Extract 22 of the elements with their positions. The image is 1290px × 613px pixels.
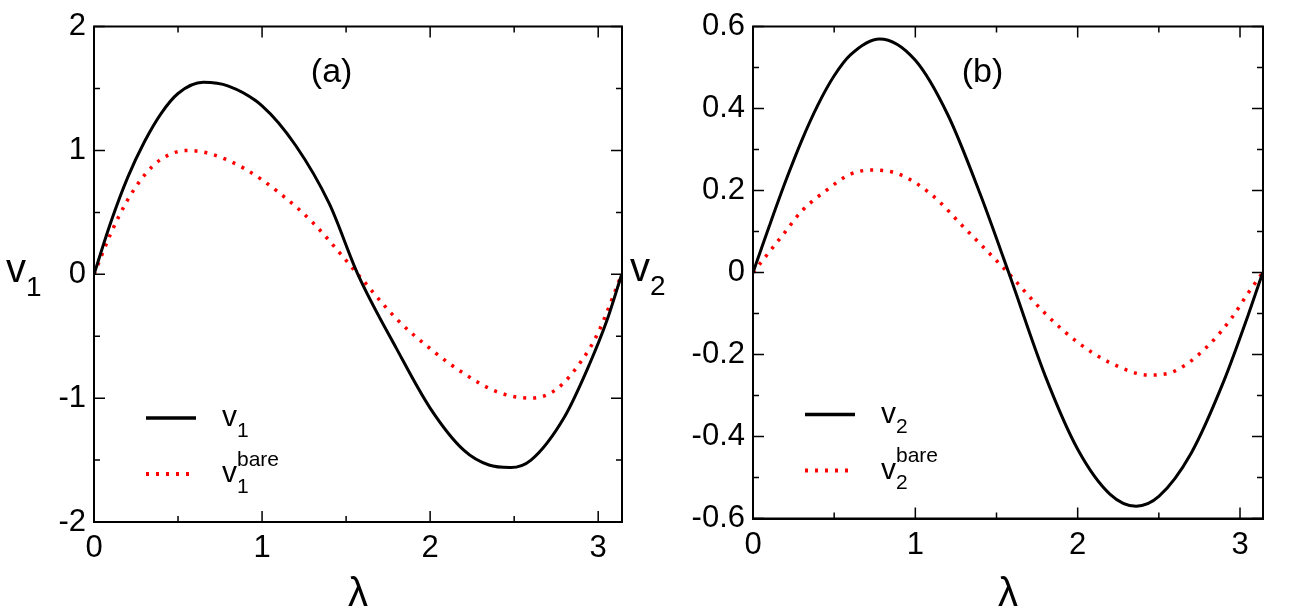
y-tick-label: 0 [68, 254, 86, 290]
y-tick-label: 0.2 [701, 171, 745, 207]
text: (b) [961, 50, 1004, 89]
y-tick-label: 0 [727, 253, 745, 289]
y-tick-label: -0.2 [691, 335, 745, 371]
y-tick-label: -2 [58, 502, 86, 538]
text: (a) [310, 50, 353, 89]
x-tick-label: 3 [1231, 525, 1249, 561]
x-axis-title: λ [998, 570, 1018, 613]
y-tick-label: -1 [58, 378, 86, 414]
x-axis-title: λ [348, 570, 368, 613]
x-tick-label: 1 [253, 529, 271, 565]
y-tick-label: 0.4 [701, 89, 745, 125]
y-tick-label: 2 [68, 7, 86, 43]
y-tick-label: -0.6 [691, 499, 745, 535]
y-tick-label: 1 [68, 131, 86, 166]
y-tick-label: -0.4 [691, 417, 745, 453]
x-tick-label: 1 [906, 525, 924, 561]
x-tick-label: 2 [1069, 525, 1087, 561]
x-tick-label: 3 [589, 529, 607, 565]
x-tick-label: 2 [421, 529, 439, 565]
y-tick-label: 0.6 [701, 7, 745, 43]
